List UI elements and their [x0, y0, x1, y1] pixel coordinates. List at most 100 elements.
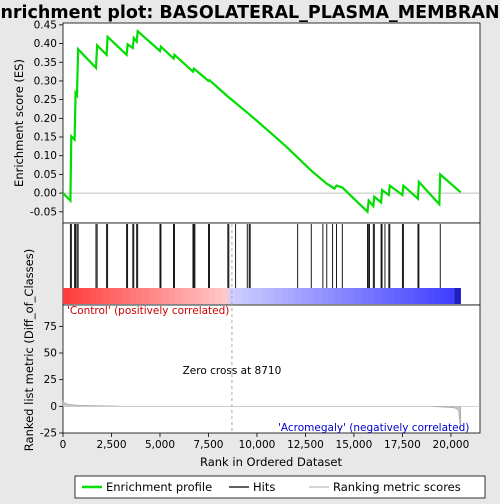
es-y-tick-label: 0.20	[34, 113, 57, 125]
heatmap-cell	[328, 288, 336, 304]
legend-label-metric: Ranking metric scores	[333, 480, 461, 494]
heatmap-cell	[407, 288, 415, 304]
es-y-tick-label: 0.05	[34, 169, 57, 181]
heatmap-cell	[341, 288, 349, 304]
enrichment-score-panel: 0.45 0.40 0.35 0.30 0.25 0.20 0.15 0.10 0.05 0.00…	[12, 19, 481, 224]
heatmap-cell	[321, 288, 329, 304]
x-tick-label: 15,000	[336, 439, 373, 451]
heatmap-cell	[374, 288, 382, 304]
heatmap-cell	[241, 288, 249, 304]
metric-y-tick-label: 25	[44, 374, 57, 386]
es-y-tick-label: 0.25	[34, 94, 57, 106]
heatmap-cell	[235, 288, 243, 304]
ranked-heatmap-bar	[63, 288, 462, 304]
heatmap-cell	[155, 288, 163, 304]
heatmap-cell	[202, 288, 210, 304]
heatmap-cell	[188, 288, 196, 304]
heatmap-cell	[334, 288, 342, 304]
x-tick-label: 2,500	[96, 439, 126, 451]
metric-y-tick-label: 75	[44, 321, 57, 333]
es-y-tick-label: -0.05	[30, 206, 57, 218]
es-y-axis-label: Enrichment score (ES)	[12, 59, 26, 187]
heatmap-cell	[361, 288, 369, 304]
heatmap-cell	[222, 288, 230, 304]
heatmap-cell	[76, 288, 84, 304]
heatmap-cell	[367, 288, 375, 304]
metric-y-ticks: 75 50 25 0 -25	[40, 321, 63, 440]
heatmap-cell	[255, 288, 263, 304]
heatmap-cell	[208, 288, 216, 304]
heatmap-cell	[129, 288, 137, 304]
heatmap-cell	[261, 288, 269, 304]
heatmap-cell	[301, 288, 309, 304]
heatmap-cell	[116, 288, 124, 304]
x-tick-label: 7,500	[193, 439, 223, 451]
heatmap-cell	[308, 288, 316, 304]
es-y-tick-label: 0.40	[34, 38, 57, 50]
heatmap-cell	[248, 288, 256, 304]
es-y-tick-label: 0.45	[34, 19, 57, 31]
metric-y-tick-label: 0	[50, 401, 57, 413]
heatmap-cell	[268, 288, 276, 304]
heatmap-cell	[122, 288, 130, 304]
x-tick-label: 10,000	[239, 439, 276, 451]
legend: Enrichment profile Hits Ranking metric s…	[74, 475, 486, 499]
negative-correlation-label: 'Acromegaly' (negatively correlated)	[278, 422, 469, 434]
positive-correlation-label: 'Control' (positively correlated)	[67, 305, 229, 317]
metric-plot-area	[62, 304, 481, 434]
heatmap-cell	[394, 288, 402, 304]
enrichment-profile-line	[62, 28, 462, 215]
heatmap-cell	[420, 288, 428, 304]
heatmap-cell	[109, 288, 117, 304]
x-tick-label: 5,000	[145, 439, 175, 451]
heatmap-cell	[175, 288, 183, 304]
heatmap-cell	[195, 288, 203, 304]
heatmap-cell	[447, 288, 455, 304]
es-y-ticks: 0.45 0.40 0.35 0.30 0.25 0.20 0.15 0.10 0.05 0.00…	[30, 19, 63, 218]
heatmap-cell	[434, 288, 442, 304]
heatmap-cell	[347, 288, 355, 304]
es-plot-area	[62, 22, 481, 224]
x-tick-label: 17,500	[384, 439, 421, 451]
hit-lines	[69, 224, 441, 288]
x-tick-label: 0	[60, 439, 67, 451]
es-y-tick-label: 0.35	[34, 57, 57, 69]
heatmap-cell	[142, 288, 150, 304]
heatmap-cell	[89, 288, 97, 304]
heatmap-cell	[294, 288, 302, 304]
heatmap-cell	[102, 288, 110, 304]
heatmap-cell	[288, 288, 296, 304]
heatmap-cell	[381, 288, 389, 304]
metric-y-tick-label: -25	[40, 428, 57, 440]
heatmap-cell	[135, 288, 143, 304]
heatmap-cell	[414, 288, 422, 304]
heatmap-cell	[69, 288, 77, 304]
x-tick-label: 12,500	[287, 439, 324, 451]
heatmap-cell	[149, 288, 157, 304]
legend-box	[74, 475, 486, 499]
heatmap-cell	[182, 288, 190, 304]
heatmap-cell	[354, 288, 362, 304]
heatmap-cell	[427, 288, 435, 304]
heatmap-cell	[387, 288, 395, 304]
heatmap-cell	[63, 288, 71, 304]
x-axis-label: Rank in Ordered Dataset	[200, 455, 343, 469]
heatmap-cell	[440, 288, 448, 304]
heatmap-cell	[314, 288, 322, 304]
heatmap-cell	[169, 288, 177, 304]
legend-label-hits: Hits	[253, 480, 275, 494]
es-y-tick-label: 0.30	[34, 75, 57, 87]
heatmap-cell	[82, 288, 90, 304]
x-axis-ticks: 0 2,500 5,000 7,500 10,000 12,500 15,000 17,500…	[60, 433, 469, 451]
zero-cross-label: Zero cross at 8710	[183, 365, 282, 377]
legend-label-enrichment: Enrichment profile	[106, 480, 212, 494]
es-y-tick-label: 0.00	[34, 188, 57, 200]
metric-y-axis-label: Ranked list metric (Diff_of_Classes)	[22, 249, 36, 451]
heatmap-cell	[281, 288, 289, 304]
heatmap-end-cell	[454, 288, 461, 304]
heatmap-cell	[275, 288, 283, 304]
heatmap-cell	[162, 288, 170, 304]
es-y-tick-label: 0.15	[34, 132, 57, 144]
